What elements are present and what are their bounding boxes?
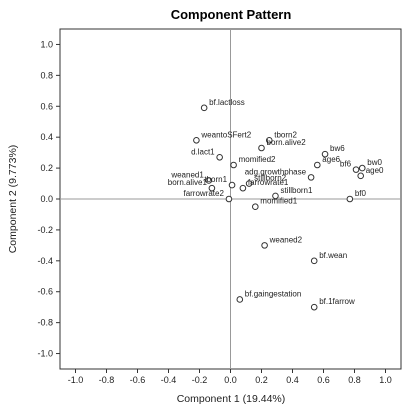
x-tick-label: -0.4 [161,375,177,385]
y-axis-ticks: 1.0 0.8 0.6 0.4 0.2 0.0 -0.2 -0.4 -0.6 -0.8 -1.0 [37,39,60,359]
data-point [228,181,236,189]
data-point [346,195,354,203]
data-point-label: bf.gaingestation [245,289,301,298]
data-point [230,161,237,169]
x-axis-label: Component 1 (19.44%) [177,393,286,405]
data-points [193,104,366,311]
data-point-label: weaned1 [170,170,204,179]
y-tick-label: 0.8 [40,70,53,80]
y-tick-label: -0.8 [37,318,53,328]
data-point-label: born.alive1 [168,178,208,187]
data-point-label: tborn2 [274,130,297,139]
data-point [205,177,213,184]
y-tick-label: -0.4 [37,256,53,266]
y-tick-label: 0.0 [40,194,53,204]
data-point-label: bf6 [340,160,352,169]
data-point-label: bw6 [330,144,345,153]
y-tick-label: -1.0 [37,349,53,359]
data-point-label: bw0 [367,158,382,167]
x-tick-label: -0.2 [192,375,208,385]
data-point-label: bf0 [355,189,367,198]
x-tick-label: -0.8 [99,375,115,385]
data-point-label: tborn1 [204,175,227,184]
x-tick-label: -0.6 [130,375,146,385]
y-tick-label: -0.2 [37,225,53,235]
data-point [265,136,273,144]
data-point [352,166,360,173]
data-point [258,144,265,152]
data-point [216,153,223,161]
data-point [358,164,366,172]
data-point-label: adg.growthphase [245,167,307,176]
data-point-label: stillborn1 [280,186,313,195]
data-point-label: weantoSFert2 [200,130,251,139]
data-point [236,296,244,303]
data-point [261,242,268,249]
data-point [225,195,233,203]
data-point [252,203,259,211]
x-tick-label: -1.0 [68,375,84,385]
data-point [321,150,329,158]
data-point [272,192,279,200]
data-point-label: momified1 [260,197,297,206]
x-tick-label: 0.2 [255,375,268,385]
data-point [310,257,318,265]
data-point [200,104,208,112]
data-point-label: weaned2 [269,235,303,244]
data-point-label: age6 [322,155,340,164]
data-point-label: d.lact1 [191,147,215,156]
data-point-label: farrowrate2 [183,189,224,198]
data-point-label: farrowrate1 [248,178,289,187]
data-point-label: born.alive2 [267,138,307,147]
x-tick-label: 0.8 [348,375,361,385]
data-point [245,180,253,187]
data-point-label: stillborn2 [254,174,287,183]
y-tick-label: 0.4 [40,132,53,142]
x-tick-label: 0.4 [286,375,299,385]
data-point-label: bf.wean [319,251,347,260]
data-point-label: bf.1farrow [319,297,355,306]
point-labels: bf.lactloss weantoSFert2 tborn2 d.lact1 momi… [168,98,384,306]
data-point [357,172,365,180]
data-point [193,136,200,144]
data-point [239,184,247,192]
data-point-label: age0 [366,166,384,175]
x-tick-label: 0.0 [224,375,237,385]
y-axis-label: Component 2 (9.773%) [7,145,19,254]
x-tick-label: 1.0 [379,375,392,385]
x-tick-label: 0.6 [317,375,330,385]
data-point-label: momified2 [239,155,276,164]
y-tick-label: 1.0 [40,39,53,49]
data-point [307,174,315,181]
x-axis-ticks: -1.0 -0.8 -0.6 -0.4 -0.2 0.0 0.2 0.4 0.6 0.8 1.0 [68,369,392,385]
chart-title: Component Pattern [171,7,292,22]
y-tick-label: 0.6 [40,101,53,111]
data-point-label: bf.lactloss [209,98,245,107]
data-point [314,161,321,169]
y-tick-label: 0.2 [40,163,53,173]
data-point [208,184,216,192]
data-point [310,303,318,311]
y-tick-label: -0.6 [37,287,53,297]
